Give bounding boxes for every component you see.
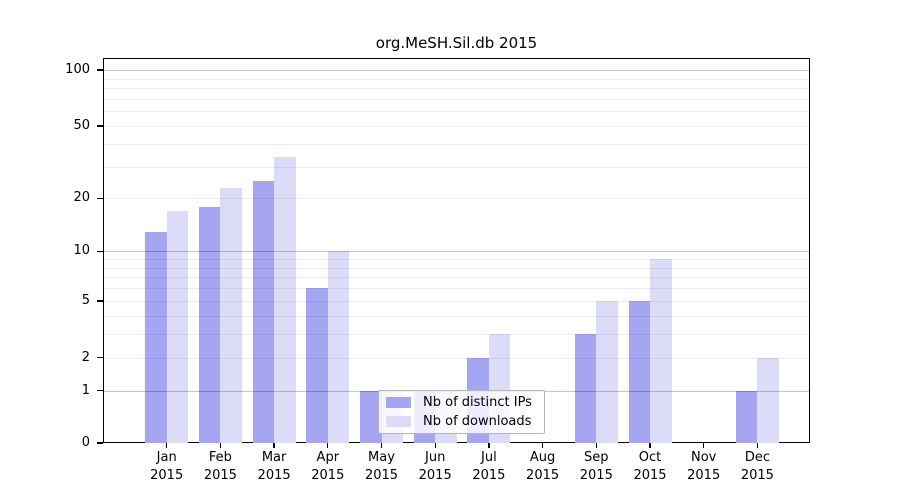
gridline-minor (104, 98, 809, 100)
y-axis-tick (97, 69, 103, 71)
y-axis-tick-label: 10 (73, 243, 90, 259)
x-axis-tick (595, 443, 597, 448)
gridline-minor (104, 166, 809, 168)
gridline-minor (104, 78, 809, 80)
gridline-minor (104, 198, 809, 200)
gridline-minor (104, 315, 809, 317)
x-axis-tick (219, 443, 222, 448)
x-axis-tick-label: May 2015 (364, 450, 399, 483)
legend: Nb of distinct IPs Nb of downloads (378, 390, 545, 434)
gridline-minor (104, 88, 809, 90)
x-axis-tick-label: Nov 2015 (687, 450, 721, 483)
gridline-minor (104, 143, 809, 145)
x-axis-tick (273, 443, 275, 448)
gridline-minor (104, 259, 809, 261)
x-axis-tick (327, 443, 329, 448)
legend-row-downloads: Nb of downloads (386, 414, 544, 429)
bar-downloads (650, 259, 672, 443)
gridline-minor (104, 125, 809, 127)
y-axis-tick-label: 1 (81, 382, 90, 398)
y-axis-tick-label: 50 (73, 117, 90, 133)
x-axis-tick-label: Feb 2015 (203, 450, 237, 483)
y-axis-tick (97, 300, 103, 302)
bar-distinct-ips (360, 390, 382, 443)
x-axis-tick (166, 443, 168, 448)
bar-downloads (327, 251, 350, 443)
bar-downloads (757, 357, 779, 443)
x-axis-tick (488, 443, 490, 448)
x-axis-tick-label: Mar 2015 (257, 450, 291, 483)
y-axis-tick-label: 5 (81, 292, 90, 308)
bar-distinct-ips (198, 206, 221, 443)
y-axis-tick (97, 250, 103, 252)
gridline-minor (104, 277, 809, 279)
gridline-minor (104, 288, 809, 290)
legend-swatch-distinct-ips (386, 397, 411, 408)
chart-title: org.MeSH.Sil.db 2015 (375, 34, 538, 52)
gridline-minor (104, 267, 809, 269)
x-axis-tick-label: Sep 2015 (579, 450, 613, 483)
bar-distinct-ips (574, 334, 597, 443)
x-axis-tick-label: Jan 2015 (150, 450, 184, 483)
x-axis-tick (434, 443, 436, 448)
bar-distinct-ips (252, 180, 275, 443)
gridline-minor (104, 300, 809, 302)
x-axis-tick-label: Jul 2015 (472, 450, 506, 483)
x-axis-tick (649, 443, 651, 448)
x-axis-tick (541, 443, 544, 448)
y-axis-tick (97, 356, 103, 359)
gridline-minor (104, 334, 809, 336)
bar-downloads (166, 211, 189, 443)
y-axis-tick-label: 100 (65, 61, 90, 77)
gridline-minor (104, 111, 809, 113)
gridline-minor (104, 357, 809, 359)
x-axis-tick-label: Apr 2015 (311, 450, 345, 483)
x-axis-tick (380, 443, 383, 448)
x-axis-tick-label: Oct 2015 (633, 450, 667, 483)
bar-downloads (220, 187, 242, 443)
legend-label-distinct-ips: Nb of distinct IPs (423, 395, 532, 410)
y-axis-tick (97, 442, 103, 444)
x-axis-tick-label: Dec 2015 (740, 450, 774, 483)
legend-swatch-downloads (386, 416, 411, 427)
y-axis-tick (97, 390, 103, 392)
x-axis-tick-label: Aug 2015 (526, 450, 560, 483)
x-axis-tick (756, 443, 759, 448)
gridline-major (104, 251, 809, 253)
y-axis-tick (97, 197, 103, 200)
legend-label-downloads: Nb of downloads (423, 414, 532, 429)
y-axis-tick-label: 2 (81, 349, 90, 365)
gridline-major (104, 69, 809, 71)
bar-distinct-ips (145, 231, 167, 443)
bar-downloads (274, 156, 296, 443)
x-axis-tick (703, 443, 705, 448)
bar-distinct-ips (735, 390, 758, 443)
bar-distinct-ips (306, 288, 328, 443)
legend-row-distinct-ips: Nb of distinct IPs (386, 395, 544, 410)
y-axis-tick-label: 0 (81, 435, 90, 450)
bar-downloads (596, 300, 618, 443)
y-axis-tick (97, 125, 103, 127)
y-axis-tick-label: 20 (73, 190, 90, 206)
x-axis-tick-label: Jun 2015 (418, 450, 452, 483)
bar-distinct-ips (628, 300, 650, 443)
